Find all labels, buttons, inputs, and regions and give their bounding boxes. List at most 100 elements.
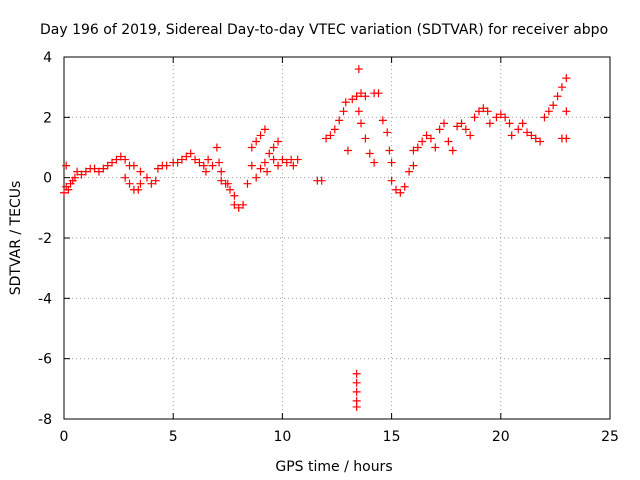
data-point: [466, 131, 475, 140]
data-point: [215, 158, 224, 167]
y-tick-label: -4: [38, 291, 52, 307]
data-point: [64, 185, 73, 194]
data-point: [121, 173, 130, 182]
data-point: [134, 185, 143, 194]
data-point: [208, 161, 217, 170]
y-axis-label: SDTVAR / TECUs: [8, 181, 24, 296]
data-point: [505, 119, 514, 128]
data-point: [440, 119, 449, 128]
data-point: [457, 119, 466, 128]
data-point: [492, 113, 501, 122]
data-point: [431, 143, 440, 152]
data-point: [81, 167, 90, 176]
data-point: [322, 134, 331, 143]
data-points: [60, 65, 571, 411]
data-point: [536, 137, 545, 146]
y-tick-label: 0: [43, 171, 52, 187]
data-point: [282, 158, 291, 167]
data-point: [352, 378, 361, 387]
data-point: [531, 134, 540, 143]
data-point: [136, 167, 145, 176]
data-point: [256, 164, 265, 173]
data-point: [523, 128, 532, 137]
data-point: [385, 146, 394, 155]
data-point: [230, 191, 239, 200]
y-tick-label: -6: [38, 352, 52, 368]
data-point: [418, 137, 427, 146]
data-point: [256, 131, 265, 140]
data-point: [252, 173, 261, 182]
data-point: [108, 158, 117, 167]
data-point: [225, 185, 234, 194]
data-point: [201, 167, 210, 176]
data-point: [352, 369, 361, 378]
data-point: [195, 158, 204, 167]
data-point: [186, 149, 195, 158]
data-point: [470, 113, 479, 122]
data-point: [278, 155, 287, 164]
data-point: [60, 188, 68, 197]
data-point: [151, 176, 160, 185]
data-point: [383, 128, 392, 137]
data-point: [357, 119, 366, 128]
data-point: [479, 104, 488, 113]
data-point: [317, 176, 326, 185]
data-point: [361, 134, 370, 143]
data-point: [527, 131, 536, 140]
data-point: [405, 167, 414, 176]
data-point: [387, 176, 396, 185]
x-tick-label: 25: [601, 429, 619, 445]
x-tick-label: 5: [169, 429, 178, 445]
x-tick-label: 15: [383, 429, 401, 445]
data-point: [335, 116, 344, 125]
data-point: [435, 125, 444, 134]
data-point: [378, 116, 387, 125]
data-point: [121, 155, 130, 164]
data-point: [461, 125, 470, 134]
data-point: [136, 179, 145, 188]
y-tick-label: -2: [38, 231, 52, 247]
data-point: [177, 155, 186, 164]
y-tick-label: 2: [43, 110, 52, 126]
data-point: [247, 161, 256, 170]
data-point: [234, 203, 243, 212]
data-point: [507, 131, 516, 140]
y-tick-label: 4: [43, 50, 52, 66]
data-point: [289, 161, 298, 170]
data-point: [269, 155, 278, 164]
data-point: [274, 137, 283, 146]
data-point: [544, 107, 553, 116]
data-point: [230, 200, 239, 209]
data-point: [553, 92, 562, 101]
data-point: [485, 119, 494, 128]
data-point: [501, 113, 510, 122]
data-point: [260, 125, 269, 134]
data-point: [370, 158, 379, 167]
data-point: [269, 143, 278, 152]
x-tick-label: 10: [273, 429, 291, 445]
data-point: [557, 83, 566, 92]
axis-ticks: [63, 56, 611, 420]
data-point: [212, 143, 221, 152]
data-point: [396, 188, 405, 197]
data-point: [274, 161, 283, 170]
data-point: [217, 167, 226, 176]
x-axis-label: GPS time / hours: [275, 459, 392, 475]
data-point: [483, 107, 492, 116]
data-point: [62, 161, 71, 170]
data-point: [204, 155, 213, 164]
data-point: [400, 182, 409, 191]
data-point: [90, 164, 99, 173]
data-point: [252, 137, 261, 146]
data-point: [243, 179, 252, 188]
data-point: [444, 137, 453, 146]
data-point: [514, 125, 523, 134]
data-point: [341, 98, 350, 107]
data-point: [387, 158, 396, 167]
data-point: [247, 143, 256, 152]
data-point: [191, 155, 200, 164]
data-point: [562, 107, 571, 116]
data-point: [352, 387, 361, 396]
data-point: [326, 131, 335, 140]
